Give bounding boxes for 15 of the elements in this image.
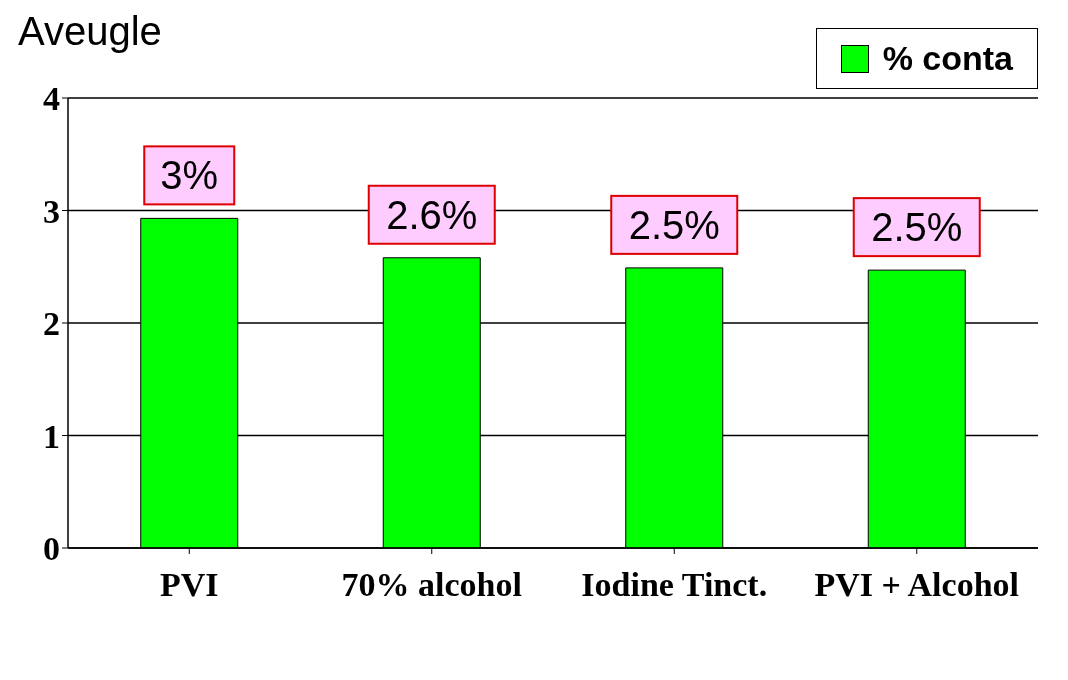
- y-tick-label: 0: [43, 530, 60, 568]
- data-label: 3%: [160, 153, 219, 198]
- chart-title: Aveugle: [18, 8, 162, 54]
- data-label: 2.5%: [628, 202, 720, 247]
- data-label: 2.6%: [386, 192, 478, 237]
- x-tick-label: PVI + Alcohol: [814, 566, 1019, 603]
- y-tick-label: 2: [43, 305, 60, 343]
- y-tick-label: 3: [43, 192, 60, 230]
- x-tick-label: Iodine Tinct.: [581, 566, 768, 603]
- legend-label: % conta: [882, 39, 1013, 78]
- y-tick-label: 4: [43, 80, 60, 118]
- x-tick-label: PVI: [159, 566, 219, 603]
- x-tick-label: 70% alcohol: [341, 566, 522, 603]
- y-tick-label: 1: [43, 417, 60, 455]
- data-label: 2.5%: [871, 205, 963, 250]
